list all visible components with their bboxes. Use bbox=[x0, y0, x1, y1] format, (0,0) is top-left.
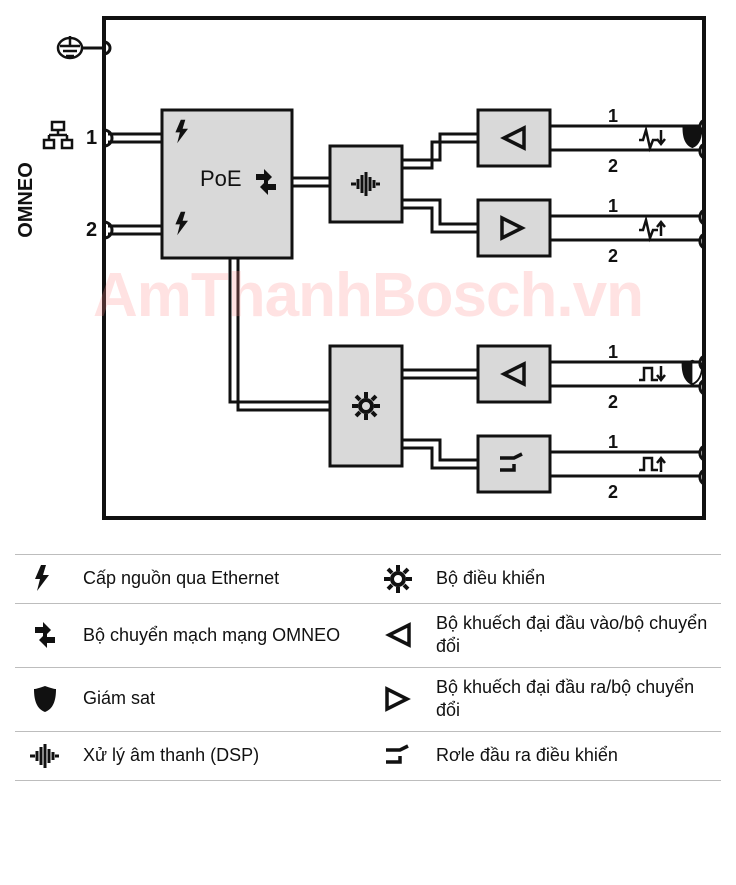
omneo-label: OMNEO bbox=[15, 162, 37, 238]
amp-in-block bbox=[478, 110, 550, 166]
port-label: 1 bbox=[608, 432, 618, 452]
port-label: 2 bbox=[608, 482, 618, 502]
port-label: 1 bbox=[608, 196, 618, 216]
legend-text: Bộ chuyển mạch mạng OMNEO bbox=[75, 616, 368, 655]
switch-icon bbox=[15, 611, 75, 659]
port-label: 1 bbox=[608, 342, 618, 362]
shield-icon bbox=[15, 675, 75, 723]
left-port-1: 1 bbox=[86, 127, 97, 149]
poe-label: PoE bbox=[200, 166, 242, 191]
ctrl-out-icon bbox=[639, 458, 665, 472]
legend-text: Xử lý âm thanh (DSP) bbox=[75, 736, 368, 775]
relay-icon bbox=[368, 732, 428, 780]
ground-icon bbox=[58, 36, 82, 58]
port-label: 2 bbox=[608, 246, 618, 266]
legend-text: Bộ khuếch đại đầu vào/bộ chuyển đổi bbox=[428, 604, 721, 667]
left-port-2: 2 bbox=[86, 219, 97, 241]
legend-row: Giám sat Bộ khuếch đại đầu ra/bộ chuyển … bbox=[15, 668, 721, 732]
legend-row: Cấp nguồn qua Ethernet Bộ điều khiển bbox=[15, 554, 721, 604]
tri-left-icon bbox=[368, 611, 428, 659]
legend-text: Bộ điều khiển bbox=[428, 559, 721, 598]
legend-row: Xử lý âm thanh (DSP) Rơle đầu ra điều kh… bbox=[15, 732, 721, 781]
port-label: 2 bbox=[608, 392, 618, 412]
ctrl-in-icon bbox=[639, 366, 665, 380]
controller-block bbox=[330, 346, 402, 466]
amp-out-block bbox=[478, 200, 550, 256]
legend-text: Bộ khuếch đại đầu ra/bộ chuyển đổi bbox=[428, 668, 721, 731]
legend-text: Giám sat bbox=[75, 679, 368, 718]
dsp-icon bbox=[15, 732, 75, 780]
legend-row: Bộ chuyển mạch mạng OMNEO Bộ khuếch đại … bbox=[15, 604, 721, 668]
tri-right-icon bbox=[368, 675, 428, 723]
legend-table: Cấp nguồn qua Ethernet Bộ điều khiển Bộ … bbox=[15, 554, 721, 781]
audio-out-icon bbox=[639, 220, 665, 238]
diagram-container: OMNEO 1 2 PoE bbox=[0, 0, 736, 885]
audio-in-icon bbox=[639, 130, 665, 148]
legend-text: Rơle đầu ra điều khiển bbox=[428, 736, 721, 775]
amp-in-block-2 bbox=[478, 346, 550, 402]
shield-icon bbox=[683, 125, 703, 148]
port-label: 2 bbox=[608, 156, 618, 176]
legend-text: Cấp nguồn qua Ethernet bbox=[75, 559, 368, 598]
network-icon bbox=[44, 122, 72, 148]
port-label: 1 bbox=[608, 106, 618, 126]
diagram-svg: OMNEO 1 2 PoE bbox=[0, 0, 736, 555]
gear-icon bbox=[368, 555, 428, 603]
bolt-icon bbox=[15, 555, 75, 603]
